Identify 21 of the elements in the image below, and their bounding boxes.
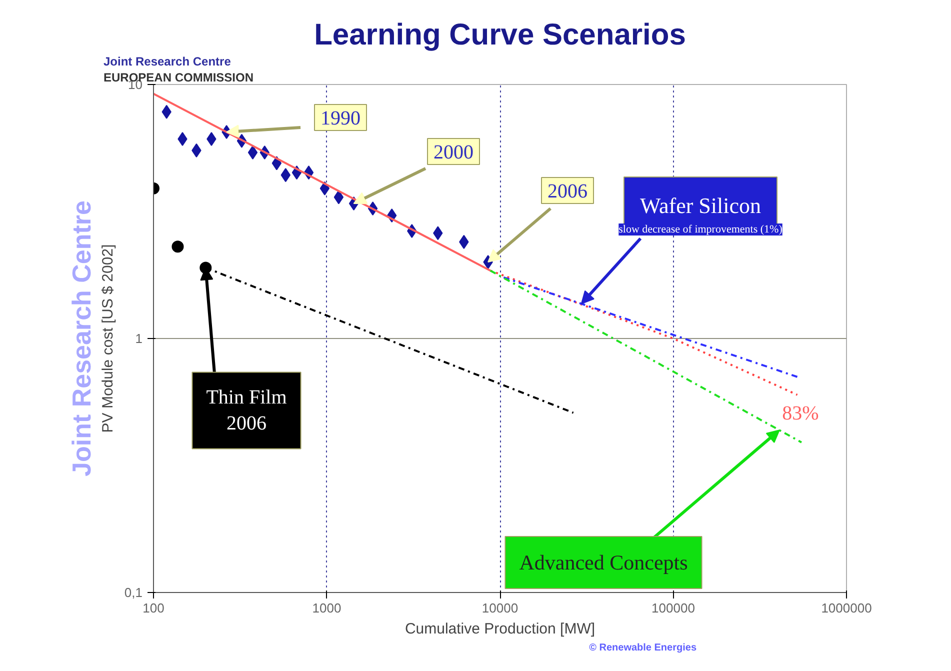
x-tick-label: 10000 [482,600,518,616]
y-axis-title: PV Module cost [US $ 2002] [99,244,116,433]
annotation: Advanced Concepts [519,550,688,574]
annotation: 83% [782,402,819,424]
annotation: 2000 [434,142,474,164]
y-tick-label: 0,1 [124,585,143,600]
x-tick-label: 100000 [652,600,695,616]
x-tick-label: 1000 [312,600,342,616]
annotation: Thin Film 2006 [206,386,288,435]
text: © Renewable Energies [589,642,697,654]
text: Joint Research Centre [104,54,232,68]
annotation: slow decrease of improvements (1%) [618,224,783,236]
annotation: Wafer Silicon [640,193,762,218]
chart-title: Learning Curve Scenarios [314,18,686,52]
annotation: 1990 [320,108,360,130]
annotation: 2006 [548,180,588,202]
y-tick-label: 1 [135,331,143,346]
x-axis-title: Cumulative Production [MW] [404,620,596,638]
x-tick-label: 100 [142,600,164,616]
x-tick-label: 1000000 [821,600,872,616]
text: Joint Research Centre [66,200,96,476]
